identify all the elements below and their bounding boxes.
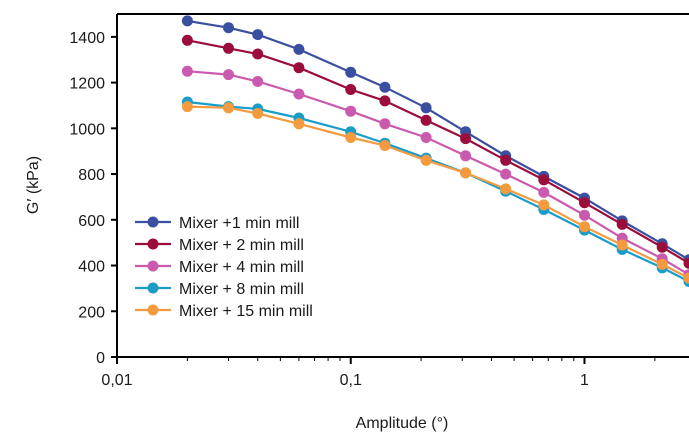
legend-item: Mixer +1 min mill	[135, 215, 299, 232]
legend-item: Mixer + 2 min mill	[135, 237, 304, 254]
y-tick-label: 1400	[69, 30, 105, 47]
legend-label: Mixer + 4 min mill	[179, 259, 304, 276]
data-point	[538, 187, 549, 198]
data-point	[345, 84, 356, 95]
data-point	[460, 150, 471, 161]
data-point	[538, 174, 549, 185]
legend-swatch-marker	[148, 217, 159, 228]
data-point	[500, 169, 511, 180]
legend: Mixer +1 min mill Mixer + 2 min mill Mixer…	[135, 215, 313, 320]
data-point	[379, 82, 390, 93]
data-point	[252, 29, 263, 40]
data-point	[657, 259, 668, 270]
legend-label: Mixer +1 min mill	[179, 215, 299, 232]
legend-item: Mixer + 15 min mill	[135, 303, 313, 320]
data-point	[657, 242, 668, 253]
data-point	[379, 140, 390, 151]
data-point	[421, 155, 432, 166]
data-point	[345, 132, 356, 143]
data-point	[223, 69, 234, 80]
y-axis-label: G′ (kPa)	[25, 156, 42, 214]
legend-label: Mixer + 15 min mill	[179, 303, 313, 320]
legend-item: Mixer + 8 min mill	[135, 281, 304, 298]
data-point	[538, 199, 549, 210]
data-point	[252, 76, 263, 87]
data-point	[182, 35, 193, 46]
series-5	[182, 101, 689, 284]
y-tick-label: 800	[78, 167, 105, 184]
y-tick-label: 400	[78, 259, 105, 276]
x-tick-label: 0,1	[340, 372, 362, 389]
data-point	[421, 102, 432, 113]
data-point	[293, 62, 304, 73]
data-point	[252, 108, 263, 119]
legend-item: Mixer + 4 min mill	[135, 259, 304, 276]
data-point	[223, 22, 234, 33]
legend-label: Mixer + 8 min mill	[179, 281, 304, 298]
data-point	[182, 15, 193, 26]
data-point	[345, 67, 356, 78]
y-tick-label: 1200	[69, 76, 105, 93]
data-point	[223, 102, 234, 113]
legend-swatch-marker	[148, 283, 159, 294]
y-tick-label: 600	[78, 213, 105, 230]
data-point	[500, 183, 511, 194]
data-point	[617, 240, 628, 251]
data-point	[579, 197, 590, 208]
x-tick-label: 1	[580, 372, 589, 389]
data-point	[421, 132, 432, 143]
x-axis-label: Amplitude (°)	[356, 415, 449, 432]
series-line	[187, 102, 689, 282]
data-point	[379, 118, 390, 129]
y-tick-label: 0	[96, 350, 105, 367]
data-point	[579, 210, 590, 221]
data-point	[182, 101, 193, 112]
data-point	[345, 106, 356, 117]
data-point	[460, 133, 471, 144]
data-point	[617, 219, 628, 230]
data-point	[421, 115, 432, 126]
y-tick-label: 1000	[69, 121, 105, 138]
x-tick-label: 0,01	[101, 372, 132, 389]
data-point	[182, 66, 193, 77]
data-point	[252, 49, 263, 60]
data-point	[500, 155, 511, 166]
legend-swatch-marker	[148, 239, 159, 250]
data-point	[379, 95, 390, 106]
legend-swatch-marker	[148, 261, 159, 272]
data-point	[293, 118, 304, 129]
y-tick-label: 200	[78, 304, 105, 321]
data-point	[293, 44, 304, 55]
legend-label: Mixer + 2 min mill	[179, 237, 304, 254]
data-point	[293, 89, 304, 100]
data-point	[223, 43, 234, 54]
legend-swatch-marker	[148, 305, 159, 316]
data-point	[579, 221, 590, 232]
data-point	[460, 167, 471, 178]
axes: 0 200 400 600 800 1000 1200 1400 0,01 0,1 1	[69, 14, 689, 389]
